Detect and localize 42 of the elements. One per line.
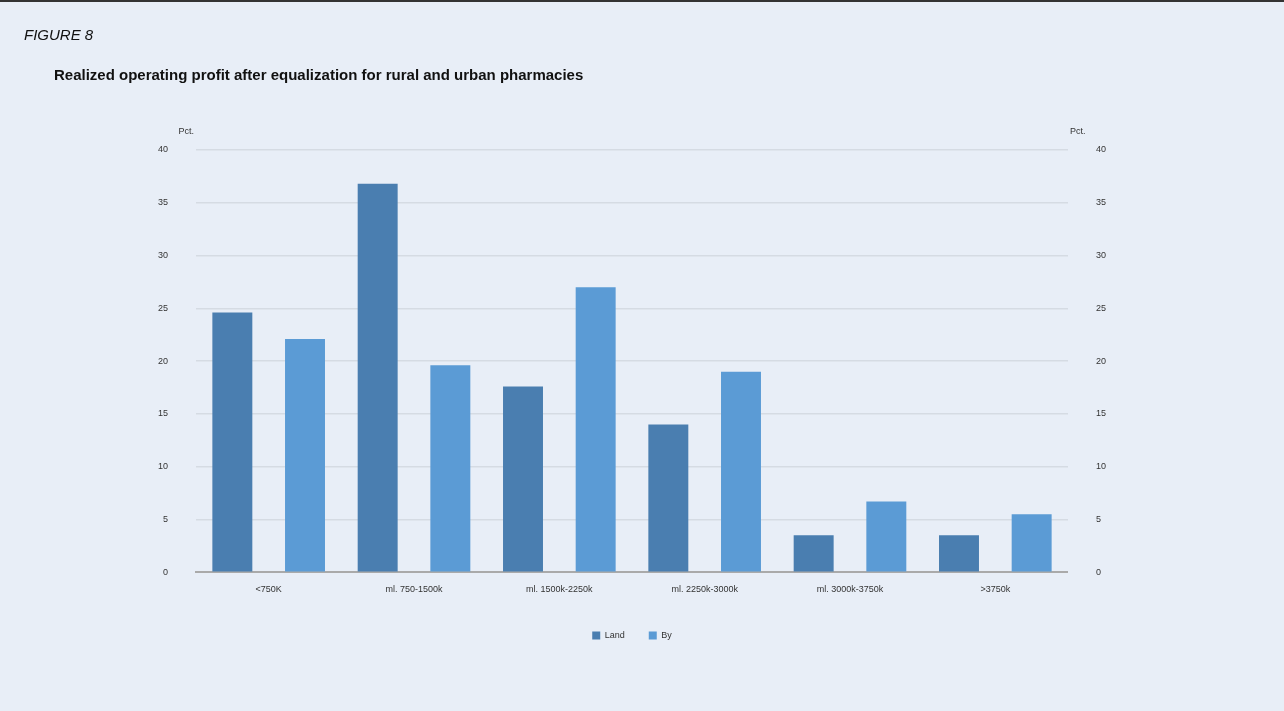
legend-label: Land [604,629,625,640]
bar [648,424,689,572]
bar [721,371,761,572]
y2-tick-label: 40 [1095,144,1106,155]
x-tick-label: ml. 3000k-3750k [816,584,884,595]
bar [212,312,253,572]
y2-tick-label: 25 [1095,302,1106,313]
x-tick-label: ml. 750-1500k [385,584,444,595]
bar [285,338,325,572]
y2-tick-label: 35 [1095,197,1106,208]
y-tick-label: 5 [163,513,169,524]
y-tick-label: 10 [158,461,169,472]
x-tick-label: >3750k [980,584,1011,595]
y-axis-title: Pct. [178,125,195,136]
bar [357,183,398,572]
bar [575,287,616,572]
bar [793,535,834,572]
y2-tick-label: 20 [1095,355,1106,366]
y2-tick-label: 30 [1095,250,1106,261]
x-tick-label: <750K [255,584,282,595]
y2-tick-label: 0 [1095,566,1101,577]
y-tick-label: 15 [158,408,169,419]
x-tick-label: ml. 1500k-2250k [526,584,594,595]
y-tick-label: 25 [158,302,169,313]
legend-label: By [661,629,673,640]
y2-axis-title: Pct. [1069,125,1086,136]
y-tick-label: 30 [158,250,169,261]
y-tick-label: 0 [163,566,169,577]
y2-tick-label: 15 [1095,408,1106,419]
bar [430,365,471,572]
y-tick-label: 40 [158,144,169,155]
x-tick-label: ml. 2250k-3000k [671,584,739,595]
caption: FIGURE 8 [24,26,94,43]
bar [503,386,543,572]
y2-tick-label: 5 [1095,513,1101,524]
bar [1011,514,1052,572]
bar [939,535,979,572]
y2-tick-label: 10 [1095,461,1106,472]
bar [866,501,907,572]
chart-title: Realized operating profit after equalization for rural and urban pharmacies [54,66,584,83]
y-tick-label: 35 [158,197,169,208]
y-tick-label: 20 [158,355,169,366]
